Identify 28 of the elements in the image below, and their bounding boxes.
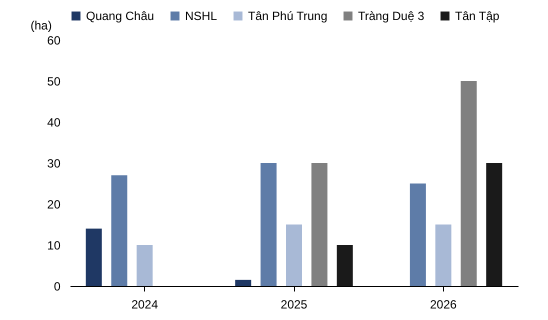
x-tick-label: 2025 [280,298,308,312]
y-axis-title: (ha) [30,18,52,32]
bar [286,224,302,286]
legend-label: Quang Châu [86,9,154,23]
x-tick-label: 2024 [131,298,158,312]
legend-label: Tân Phú Trung [248,9,328,23]
legend-label: Tân Tập [455,9,500,23]
bar [136,245,153,286]
y-tick-label: 0 [54,280,61,294]
y-tick-label: 50 [47,74,61,88]
y-tick-label: 10 [47,238,61,252]
bar [111,175,128,286]
bar [235,280,252,286]
bar [86,228,102,286]
bar [260,163,277,286]
bar [460,81,477,286]
legend-label: Tràng Duệ 3 [358,9,425,23]
legend-label: NSHL [185,9,218,23]
y-tick-label: 40 [47,116,61,130]
x-tick-label: 2026 [430,298,458,312]
y-tick-label: 60 [47,34,61,48]
bar [486,163,502,286]
bar [435,224,452,286]
bar [311,163,328,286]
y-tick-label: 20 [47,198,61,212]
y-tick-label: 30 [47,156,61,170]
bar [336,245,353,286]
bar [410,184,426,286]
